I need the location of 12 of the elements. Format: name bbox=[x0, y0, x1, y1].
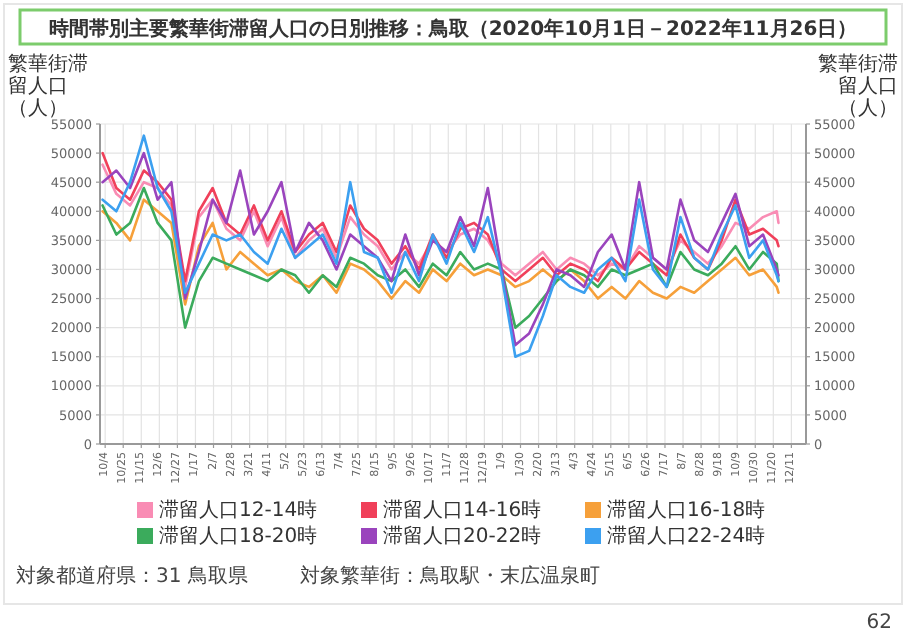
y2-axis-title: 繁華街滞留人口（人） bbox=[818, 52, 898, 120]
legend-label: 滞留人口14-16時 bbox=[383, 498, 542, 522]
legend-label: 滞留人口16-18時 bbox=[607, 498, 766, 522]
y-axis-title: 繁華街滞留人口（人） bbox=[8, 52, 88, 120]
legend-label: 滞留人口18-20時 bbox=[159, 524, 318, 548]
text: 62 bbox=[866, 612, 892, 634]
legend-label: 滞留人口12-14時 bbox=[159, 498, 318, 522]
chart-title: 時間帯別主要繁華街滞留人口の日別推移：鳥取（2020年10月1日－2022年11月26日） bbox=[48, 17, 858, 41]
legend-label: 滞留人口20-22時 bbox=[383, 524, 542, 548]
text: 対象都道府県：31 鳥取県 bbox=[16, 564, 248, 588]
legend-label: 滞留人口22-24時 bbox=[607, 524, 766, 548]
text: 対象繁華街：鳥取駅・末広温泉町 bbox=[300, 564, 600, 588]
